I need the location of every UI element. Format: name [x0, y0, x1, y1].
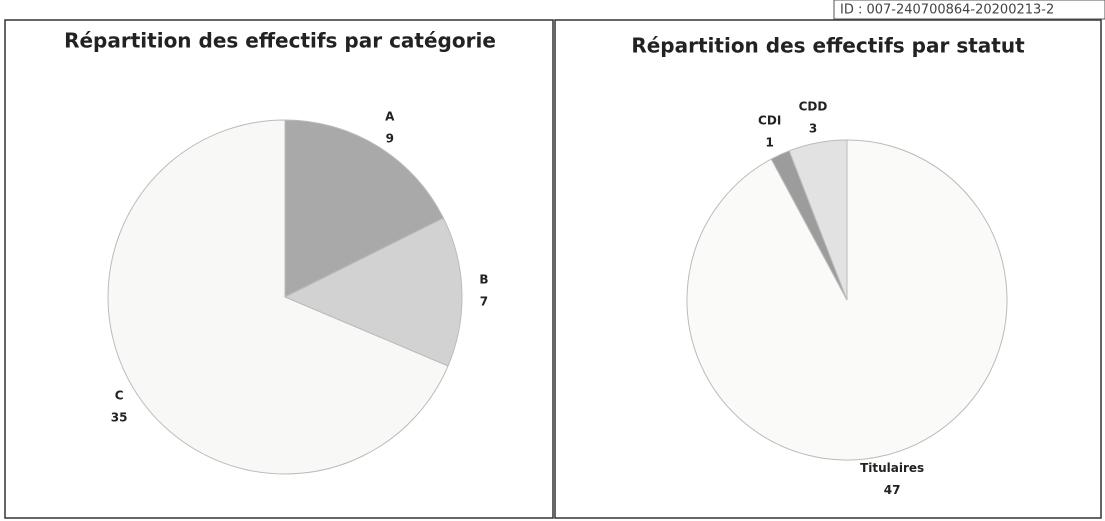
- chart-title: Répartition des effectifs par catégorie: [64, 29, 496, 53]
- pie-slice: [284, 119, 445, 298]
- slice-value: 35: [111, 410, 128, 424]
- stamp: ID : 007-240700864-20200213-2: [840, 3, 1054, 18]
- slice-value: 3: [809, 122, 817, 136]
- pie-slice: [788, 139, 848, 301]
- right-panel: [554, 19, 1102, 519]
- slice-value: 47: [884, 483, 901, 497]
- slice-value: 1: [765, 135, 773, 149]
- pie-slice: [283, 217, 463, 367]
- slice-value: 9: [386, 131, 394, 145]
- slice-label: Titulaires: [860, 461, 924, 475]
- stamp-box: [833, 0, 1105, 20]
- slice-label: A: [385, 109, 395, 123]
- slice-label: CDD: [799, 100, 828, 114]
- slice-label: CDI: [758, 113, 781, 127]
- pie-slice: [107, 119, 449, 475]
- left-panel: [4, 19, 554, 519]
- slice-label: B: [479, 272, 488, 286]
- slice-label: C: [115, 388, 124, 402]
- chart-title: Répartition des effectifs par statut: [631, 34, 1025, 58]
- slice-value: 7: [480, 294, 488, 308]
